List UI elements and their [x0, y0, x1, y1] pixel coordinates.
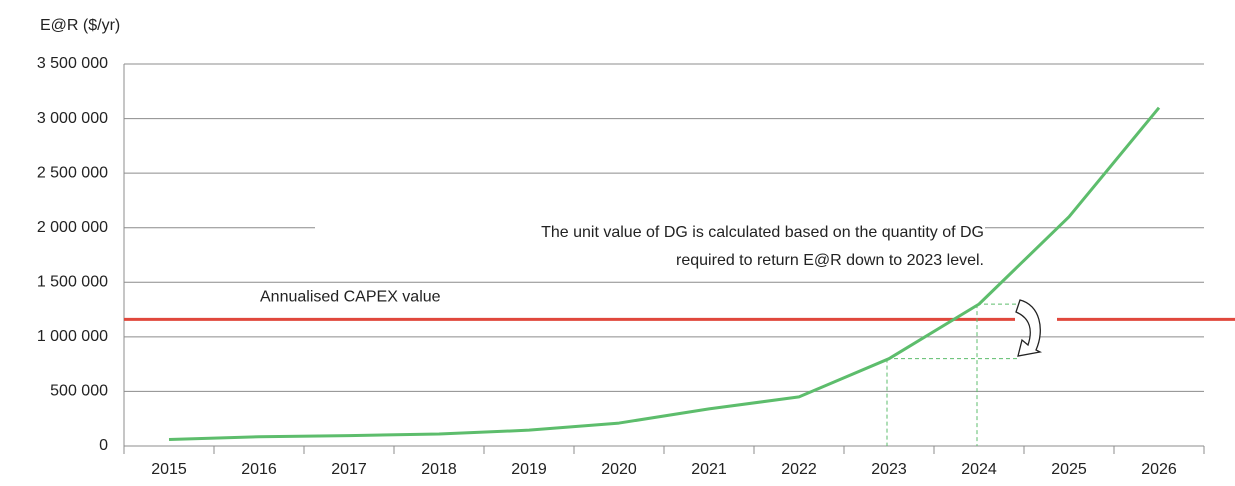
y-tick-label: 2 000 000 [37, 219, 108, 236]
x-tick-label: 2015 [151, 461, 187, 478]
y-tick-label: 3 000 000 [37, 110, 108, 127]
x-tick-label: 2017 [331, 461, 367, 478]
series-line [168, 106, 1161, 441]
annotation-bg [315, 220, 985, 240]
x-tick-label: 2025 [1051, 461, 1087, 478]
x-tick-label: 2020 [601, 461, 637, 478]
y-tick-label: 1 000 000 [37, 328, 108, 345]
y-axis-title: E@R ($/yr) [40, 17, 120, 34]
curved-arrow [1015, 299, 1043, 357]
x-tick-label: 2018 [421, 461, 457, 478]
x-tick-label: 2026 [1141, 461, 1177, 478]
x-tick-label: 2016 [241, 461, 277, 478]
annotation-bg [572, 250, 985, 272]
x-tick-label: 2021 [691, 461, 727, 478]
y-tick-label: 3 500 000 [37, 55, 108, 72]
annotation: The unit value of DG is calculated based… [541, 224, 984, 241]
y-tick-label: 1 500 000 [37, 274, 108, 291]
x-tick-label: 2024 [961, 461, 997, 478]
y-tick-label: 500 000 [50, 383, 108, 400]
annotation: required to return E@R down to 2023 leve… [676, 252, 984, 269]
x-tick-label: 2023 [871, 461, 907, 478]
reference-label: Annualised CAPEX value [260, 289, 441, 306]
y-tick-label: 0 [99, 437, 108, 454]
x-tick-label: 2019 [511, 461, 547, 478]
y-tick-label: 2 500 000 [37, 164, 108, 181]
x-tick-label: 2022 [781, 461, 817, 478]
